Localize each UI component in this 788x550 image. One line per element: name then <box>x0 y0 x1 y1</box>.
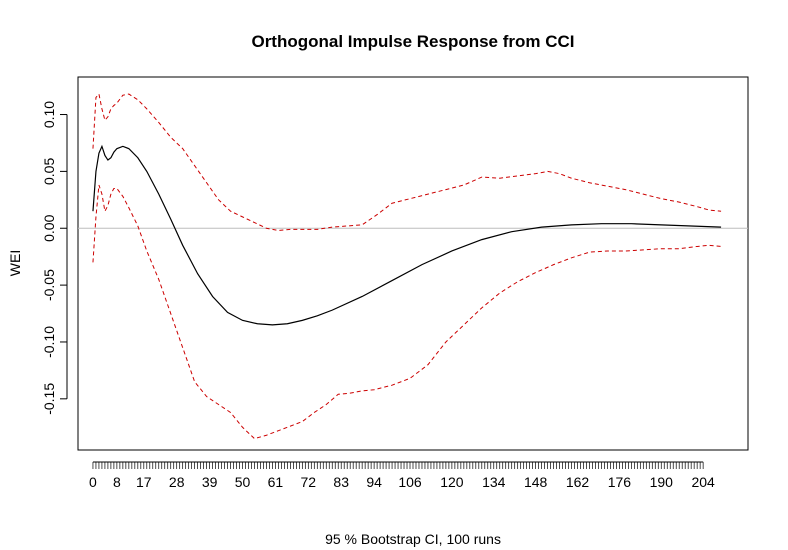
x-tick-label: 50 <box>235 474 251 490</box>
x-tick-label: 94 <box>366 474 382 490</box>
x-tick-label: 162 <box>566 474 590 490</box>
x-tick-label: 0 <box>89 474 97 490</box>
x-tick-label: 8 <box>113 474 121 490</box>
x-tick-label: 204 <box>691 474 715 490</box>
y-axis-label: WEI <box>7 250 23 276</box>
y-tick-label: 0.10 <box>41 101 57 128</box>
plot-area-frame <box>77 76 749 451</box>
x-tick-label: 72 <box>301 474 317 490</box>
x-tick-label: 134 <box>482 474 506 490</box>
chart-title: Orthogonal Impulse Response from CCI <box>251 32 574 51</box>
x-tick-label: 190 <box>650 474 674 490</box>
x-tick-label: 83 <box>333 474 349 490</box>
x-tick-label: 106 <box>398 474 422 490</box>
y-tick-label: 0.00 <box>41 214 57 241</box>
x-tick-label: 120 <box>440 474 464 490</box>
x-tick-label: 61 <box>268 474 284 490</box>
upper-ci-line <box>92 92 722 232</box>
x-tick-label: 148 <box>524 474 548 490</box>
x-axis-label: 95 % Bootstrap CI, 100 runs <box>325 531 501 547</box>
x-tick-label: 17 <box>136 474 152 490</box>
x-tick-label: 28 <box>169 474 185 490</box>
y-tick-label: -0.15 <box>41 383 57 415</box>
x-tick-label: 176 <box>608 474 632 490</box>
y-tick-label: 0.05 <box>41 158 57 185</box>
x-tick-label: 39 <box>202 474 218 490</box>
response-line <box>92 144 722 326</box>
lower-ci-line <box>92 184 722 440</box>
y-tick-label: -0.05 <box>41 269 57 301</box>
y-tick-label: -0.10 <box>41 326 57 358</box>
